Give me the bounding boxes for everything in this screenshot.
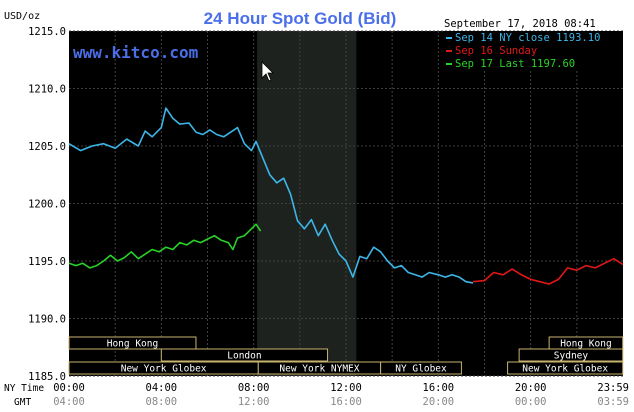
x-tick-label-ny: 08:00 [238,382,270,394]
chart-title: 24 Hour Spot Gold (Bid) [204,9,397,28]
x-tick-label-ny: 04:00 [146,382,178,394]
x-axis-label-ny: NY Time [4,383,44,394]
x-tick-label-gmt: 00:00 [515,396,547,408]
market-session-band [380,361,462,375]
legend-entry: Sep 17 Last 1197.60 [455,58,575,70]
market-session-label: New York Globex [121,364,207,375]
x-tick-label-gmt: 08:00 [146,396,178,408]
y-tick-label: 1195.0 [28,256,66,268]
x-tick-label-ny: 00:00 [53,382,85,394]
market-session-label: Sydney [554,351,589,362]
market-session-band [160,348,329,362]
y-tick-label: 1210.0 [28,84,66,96]
market-session-label: NY Globex [395,364,447,375]
x-tick-label-ny: 12:00 [330,382,362,394]
y-axis: 1215.0 1210.0 1205.0 1200.0 1195.0 1190.0 1185… [28,26,66,383]
mouse-cursor-icon [261,61,274,82]
x-axis: 00:00 04:00 08:00 12:00 16:00 20:00 23:59 04:00… [53,382,629,408]
legend-entry: Sep 14 NY close 1193.10 [455,32,600,44]
market-session-label: New York Globex [522,364,608,375]
x-tick-label-gmt: 03:59 [597,396,629,408]
market-session-label: New York NYMEX [279,364,359,375]
market-session-label: London [227,351,261,362]
y-axis-label: USD/oz [4,11,40,22]
y-tick-label: 1185.0 [28,371,66,383]
plot-area: Hong Kong Hong Kong London Sydney New York G… [68,30,624,377]
series-line [68,223,262,269]
x-tick-label-ny: 20:00 [515,382,547,394]
x-tick-label-ny: 16:00 [423,382,455,394]
series-line [68,107,474,284]
market-session-band [518,348,624,362]
market-session-label: Hong Kong [560,339,611,350]
market-session-band [68,336,197,350]
legend-background [443,31,623,71]
y-tick-label: 1190.0 [28,314,66,326]
y-tick-label: 1200.0 [28,199,66,211]
legend-entry: Sep 16 Sunday [455,45,537,57]
x-tick-label-gmt: 20:00 [423,396,455,408]
x-axis-label-gmt: GMT [14,397,31,408]
x-tick-label-gmt: 12:00 [238,396,270,408]
series-line [472,257,624,285]
y-tick-label: 1215.0 [28,26,66,38]
market-session-band [507,361,624,375]
market-session-label: Hong Kong [107,339,158,350]
x-tick-label-gmt: 04:00 [53,396,85,408]
watermark-text: www.kitco.com [73,43,199,62]
x-tick-label-ny: 23:59 [597,382,629,394]
x-tick-label-gmt: 16:00 [330,396,362,408]
date-label: September 17, 2018 08:41 [444,18,596,30]
y-tick-label: 1205.0 [28,141,66,153]
